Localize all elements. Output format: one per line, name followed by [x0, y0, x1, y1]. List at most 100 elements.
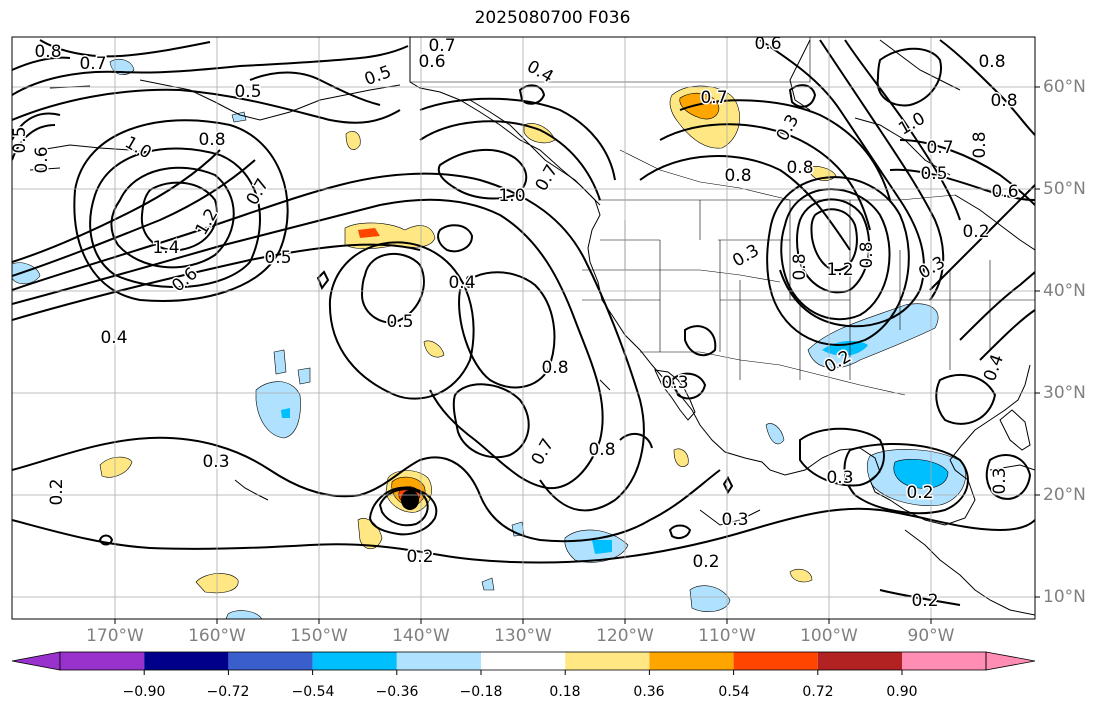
colorbar-extend-low [11, 651, 61, 671]
contour-label: 0.8 [990, 91, 1017, 111]
contour-label: 0.5 [386, 312, 413, 332]
colorbar-tick-label: 0.54 [718, 684, 750, 700]
positive-anomaly-region [358, 228, 380, 238]
positive-anomaly-region [789, 568, 813, 583]
lat-label: 50°N [1043, 179, 1086, 199]
contour-label: 0.8 [34, 42, 61, 62]
contour-label: 0.8 [857, 241, 877, 268]
positive-anomaly-region [345, 131, 361, 150]
colorbar-bin [481, 652, 566, 670]
colorbar-tick-label: −0.18 [459, 684, 503, 700]
lon-label: 170°W [86, 626, 144, 646]
lon-label: 150°W [290, 626, 348, 646]
colorbar-tick-label: −0.90 [122, 684, 166, 700]
hurricane-core [401, 490, 419, 510]
contour-label: 0.6 [418, 52, 445, 72]
contour-label: 0.6 [754, 34, 781, 54]
contour-lines [12, 39, 1035, 606]
contour-label: 0.4 [448, 273, 475, 293]
colorbar-tick-label: 0.36 [633, 684, 665, 700]
lon-label: 90°W [907, 626, 955, 646]
negative-anomaly-region [689, 585, 731, 613]
negative-anomaly-region [592, 540, 612, 554]
axis-ticks [114, 86, 1040, 624]
contour-label: 1.2 [826, 260, 853, 280]
negative-anomaly-region [765, 423, 785, 445]
positive-anomaly-region [679, 92, 720, 120]
contour-label: 0.7 [926, 138, 953, 158]
contour-label: 0.2 [911, 591, 938, 611]
negative-anomaly-region [297, 367, 311, 385]
contour-label: 0.3 [721, 510, 748, 530]
colorbar-bin [60, 652, 145, 670]
contour-label: 0.2 [406, 547, 433, 567]
colorbar-bin [902, 652, 986, 670]
contour-label: 0.8 [970, 131, 990, 158]
contour-label: 0.4 [100, 328, 127, 348]
contour-label: 0.3 [826, 468, 853, 488]
colorbar-tick-label: −0.72 [206, 684, 250, 700]
colorbar-bin [649, 652, 734, 670]
colorbar-tick-label: 0.18 [549, 684, 581, 700]
contour-label: 0.8 [786, 158, 813, 178]
graticule-grid [12, 37, 1035, 619]
lon-label: 140°W [392, 626, 450, 646]
political-borders [409, 37, 1035, 396]
contour-label: 0.5 [264, 248, 291, 268]
colorbar-bin [565, 652, 650, 670]
positive-anomaly-region [423, 340, 445, 358]
positive-anomaly-region [673, 448, 689, 467]
lon-label: 160°W [188, 626, 246, 646]
negative-anomaly-region [231, 111, 247, 123]
colorbar-tick-label: 0.90 [886, 684, 918, 700]
colorbar-tick-label: −0.54 [291, 684, 335, 700]
lat-label: 20°N [1043, 485, 1086, 505]
contour-label: 0.6 [991, 182, 1018, 202]
positive-anomaly-region [99, 456, 133, 478]
contour-label: 0.7 [79, 54, 106, 74]
contour-label: 0.8 [541, 358, 568, 378]
contour-label: 0.2 [47, 478, 67, 505]
colorbar-frame [59, 651, 987, 671]
lat-label: 30°N [1043, 383, 1086, 403]
colorbar-tick-label: −0.36 [375, 684, 419, 700]
negative-anomaly-region [893, 459, 949, 489]
lat-label: 60°N [1043, 77, 1086, 97]
contour-label: 0.5 [10, 126, 30, 153]
negative-anomaly-region [481, 577, 495, 591]
colorbar-tick-label: 0.72 [802, 684, 834, 700]
contour-label: 0.6 [32, 146, 52, 173]
lon-label: 110°W [698, 626, 756, 646]
colorbar-bin [733, 652, 818, 670]
contour-label: 0.3 [661, 373, 688, 393]
contour-label: 1.0 [498, 186, 525, 206]
lon-label: 120°W [596, 626, 654, 646]
negative-anomaly-region [281, 408, 290, 418]
contour-label: 0.8 [588, 440, 615, 460]
colorbar-bin [817, 652, 902, 670]
contour-label: 0.5 [234, 82, 261, 102]
colorbar [11, 651, 1036, 675]
contour-label: 0.3 [202, 452, 229, 472]
negative-anomaly-region [255, 381, 301, 439]
lon-label: 100°W [800, 626, 858, 646]
negative-anomaly-region [225, 610, 263, 619]
colorbar-bin [312, 652, 397, 670]
contour-label: 1.4 [152, 238, 179, 258]
contour-label: 0.8 [790, 253, 810, 280]
contour-labels: 0.80.70.70.60.60.80.50.50.50.60.81.00.71… [9, 33, 1021, 613]
colorbar-extend-high [985, 651, 1036, 671]
shaded-anomaly-regions [12, 58, 966, 619]
map-title: 2025080700 F036 [474, 8, 631, 28]
contour-label: 0.8 [724, 166, 751, 186]
contour-label: 0.2 [962, 222, 989, 242]
contour-label: 0.7 [428, 36, 455, 56]
contour-label: 0.5 [920, 164, 947, 184]
lat-label: 40°N [1043, 281, 1086, 301]
lon-label: 130°W [494, 626, 552, 646]
contour-label: 0.2 [692, 552, 719, 572]
contour-label: 0.8 [198, 130, 225, 150]
lat-label: 10°N [1043, 587, 1086, 607]
colorbar-bin [396, 652, 481, 670]
